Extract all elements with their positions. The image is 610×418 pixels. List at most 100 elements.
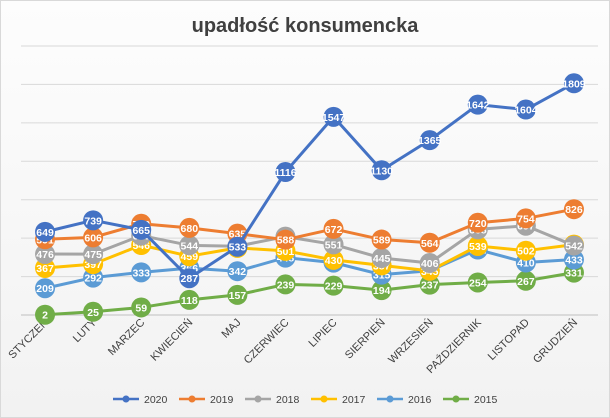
- data-label: 1547: [322, 112, 346, 124]
- legend-item-2020: 2020: [113, 394, 168, 406]
- data-label: 564: [421, 238, 439, 250]
- series-2018: 476475620544537612551445406668697542: [35, 215, 584, 273]
- data-point: [515, 208, 536, 229]
- x-tick-label: KWIECIEŃ: [148, 316, 196, 364]
- x-tick-label: GRUDZIEŃ: [530, 316, 580, 366]
- data-point: [323, 249, 344, 270]
- data-point: [515, 99, 536, 120]
- data-label: 59: [135, 302, 147, 314]
- data-label: 194: [373, 285, 391, 297]
- data-label: 331: [565, 268, 583, 280]
- series-2015: 2 25 59 118 157 239 229 194 237 254 267 331: [35, 262, 584, 325]
- data-point: [419, 252, 440, 273]
- data-point: [131, 262, 152, 283]
- data-point: [179, 235, 200, 256]
- data-point: [227, 284, 248, 305]
- gridlines: [21, 45, 598, 278]
- data-point: [83, 244, 104, 265]
- data-point: [563, 199, 584, 220]
- data-label: 680: [181, 223, 199, 235]
- series-line-2018: [43, 224, 576, 265]
- data-label: 551: [325, 239, 343, 251]
- data-point: [371, 160, 392, 181]
- data-point: [227, 261, 248, 282]
- series-line-2015: [43, 271, 576, 317]
- data-point: [467, 94, 488, 115]
- series-2020: 649 739 665 287 533 1116 1547 1130 1365 1642 1604 1…: [35, 73, 586, 289]
- data-label: 649: [36, 227, 54, 239]
- data-label: 826: [565, 204, 583, 216]
- data-label: 25: [87, 307, 99, 319]
- data-point: [227, 236, 248, 257]
- data-label: 672: [325, 224, 343, 236]
- data-label: 267: [517, 276, 535, 288]
- data-label: 342: [229, 266, 247, 278]
- data-point: [323, 106, 344, 127]
- legend-marker: [122, 395, 130, 403]
- legend-marker: [386, 395, 394, 403]
- data-label: 2: [42, 310, 48, 322]
- data-label: 665: [132, 225, 150, 237]
- data-label: 333: [132, 267, 150, 279]
- data-label: 1642: [466, 100, 490, 112]
- data-point: [35, 257, 56, 278]
- x-tick-label: LISTOPAD: [486, 317, 532, 363]
- data-point: [515, 270, 536, 291]
- data-label: 433: [565, 255, 583, 267]
- data-label: 476: [36, 249, 54, 261]
- data-label: 606: [84, 232, 102, 244]
- legend-item-2018: 2018: [245, 394, 300, 406]
- legend-item-2019: 2019: [179, 394, 234, 406]
- data-point: [419, 232, 440, 253]
- data-label: 239: [277, 279, 295, 291]
- data-label: 720: [469, 218, 487, 230]
- data-label: 754: [517, 213, 535, 225]
- data-point: [35, 221, 56, 242]
- data-label: 229: [325, 281, 343, 293]
- data-point: [515, 240, 536, 261]
- series-line-2017: [43, 243, 576, 273]
- data-label: 1604: [514, 105, 538, 117]
- legend-item-2017: 2017: [311, 394, 366, 406]
- data-label: 430: [325, 255, 343, 267]
- data-label: 533: [229, 242, 247, 254]
- data-label: 157: [229, 290, 247, 302]
- legend: 2020 2019 2018 2017 2016 2015: [113, 394, 498, 406]
- data-point: [131, 219, 152, 240]
- legend-item-2015: 2015: [443, 394, 498, 406]
- data-label: 739: [84, 215, 102, 227]
- data-point: [467, 212, 488, 233]
- data-label: 367: [36, 263, 54, 275]
- data-label: 502: [517, 246, 535, 258]
- legend-marker: [320, 395, 328, 403]
- data-label: 589: [373, 235, 391, 247]
- data-label: 1130: [370, 165, 393, 177]
- data-label: 588: [277, 235, 295, 247]
- data-label: 254: [469, 277, 487, 289]
- legend-marker: [452, 395, 460, 403]
- data-point: [563, 235, 584, 256]
- data-point: [275, 229, 296, 250]
- data-point: [35, 278, 56, 299]
- data-label: 292: [84, 273, 102, 285]
- legend-label: 2018: [276, 394, 300, 406]
- legend-item-2016: 2016: [377, 394, 432, 406]
- data-point: [467, 272, 488, 293]
- data-point: [131, 297, 152, 318]
- data-label: 1116: [274, 167, 296, 179]
- legend-marker: [254, 395, 262, 403]
- data-label: 445: [373, 253, 391, 265]
- data-label: 1365: [418, 135, 442, 147]
- data-point: [467, 235, 488, 256]
- data-label: 406: [421, 258, 439, 270]
- data-label: 1809: [562, 78, 586, 90]
- legend-label: 2019: [210, 394, 234, 406]
- x-tick-label: WRZESIEŃ: [386, 316, 436, 366]
- data-label: 209: [36, 283, 54, 295]
- data-point: [83, 301, 104, 322]
- x-tick-label: MAJ: [219, 317, 243, 341]
- data-point: [371, 247, 392, 268]
- data-point: [83, 227, 104, 248]
